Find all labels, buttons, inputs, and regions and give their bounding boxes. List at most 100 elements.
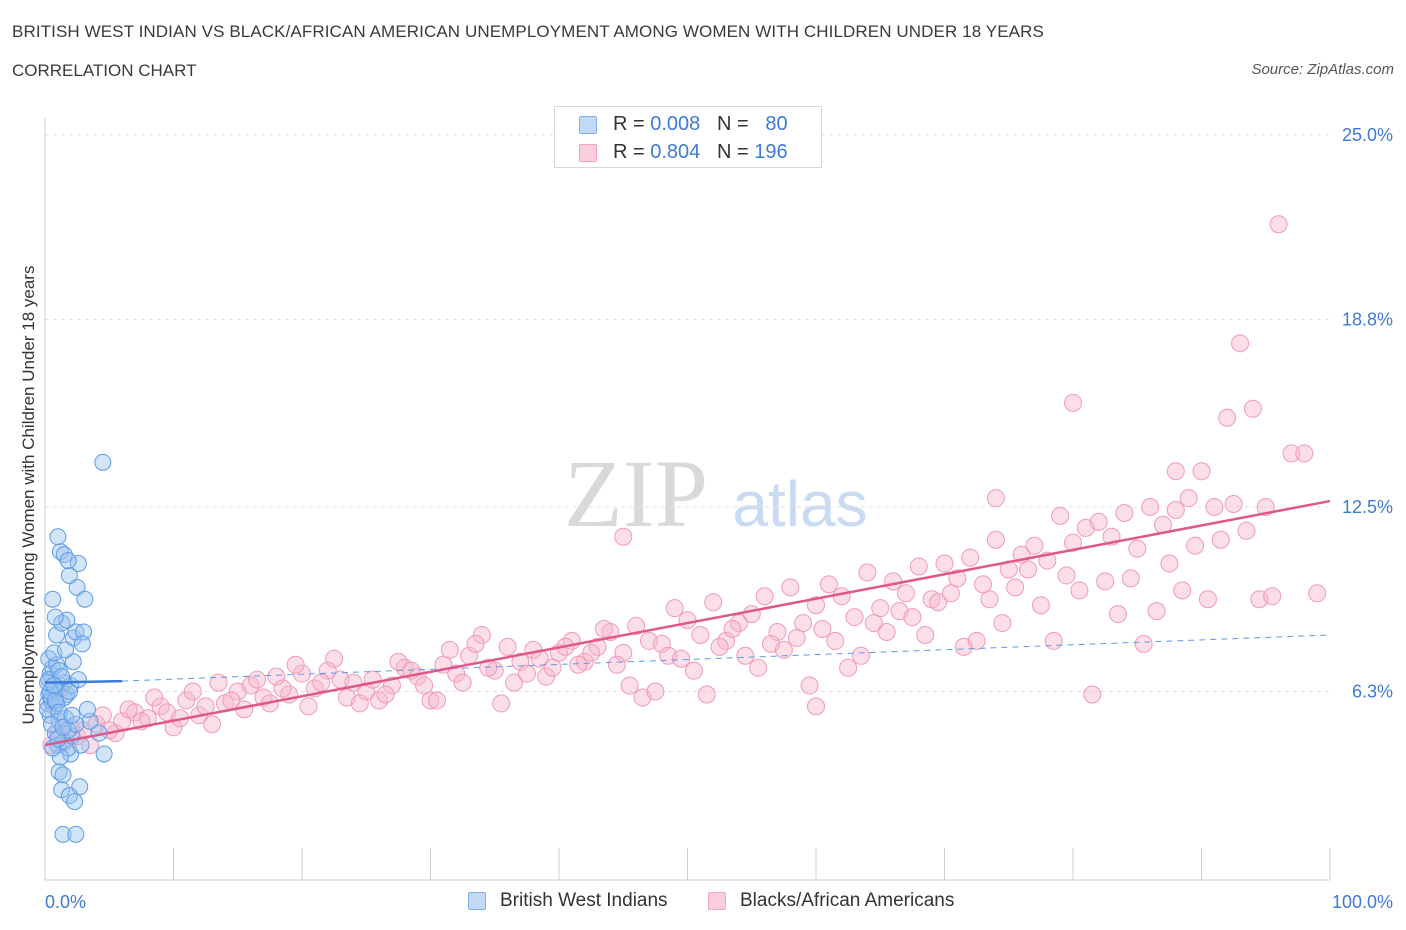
data-point-pink [691, 625, 710, 644]
data-point-pink [819, 575, 838, 594]
data-point-pink [967, 631, 986, 650]
data-point-pink [736, 646, 755, 665]
data-point-pink [665, 599, 684, 618]
data-point-pink [267, 667, 286, 686]
data-point-blue [54, 766, 72, 784]
series-british-west-indians [39, 453, 113, 843]
source-label: Source: ZipAtlas.com [1251, 61, 1394, 78]
data-point-pink [1192, 462, 1211, 481]
data-point-blue [44, 590, 62, 608]
data-point-pink [961, 548, 980, 567]
data-point-pink [537, 667, 556, 686]
x-tick-label: 100.0% [1332, 892, 1393, 912]
data-point-pink [299, 697, 318, 716]
data-point-pink [614, 527, 633, 546]
data-point-blue [69, 671, 87, 689]
data-point-pink [845, 608, 864, 627]
data-point-pink [350, 694, 369, 713]
data-point-pink [1141, 498, 1160, 516]
legend-r-value-blue: 0.008 [650, 113, 701, 135]
data-point-pink [941, 584, 960, 603]
data-point-pink [177, 691, 196, 710]
data-point-blue [49, 528, 67, 546]
data-point-pink [781, 578, 800, 597]
data-point-pink [248, 670, 267, 689]
watermark-atlas: atlas [732, 468, 867, 540]
data-point-blue [59, 552, 77, 570]
data-point-pink [1147, 602, 1166, 621]
data-point-pink [986, 530, 1005, 549]
trend-lines [44, 499, 1331, 747]
data-point-pink [318, 661, 337, 680]
data-point-pink [505, 673, 524, 692]
data-point-pink [1173, 581, 1192, 600]
data-point-blue [53, 614, 71, 632]
data-point-pink [1263, 587, 1282, 606]
data-point-blue [63, 706, 81, 724]
data-point-blue [67, 825, 85, 843]
data-point-pink [993, 614, 1012, 633]
chart-subtitle: CORRELATION CHART [12, 61, 197, 80]
data-point-blue [73, 635, 91, 653]
data-point-pink [851, 646, 870, 665]
data-point-pink [807, 697, 825, 716]
data-point-pink [376, 685, 395, 704]
data-point-pink [839, 658, 858, 677]
data-point-pink [1108, 605, 1127, 624]
data-point-pink [672, 649, 691, 668]
data-point-blue [66, 793, 84, 811]
data-point-pink [511, 652, 530, 671]
data-point-blue [64, 653, 82, 671]
data-point-blue [60, 683, 78, 701]
data-point-blue [57, 641, 75, 659]
tick-labels: 6.3% 12.5% 18.8% 25.0% 0.0% 100.0% [45, 125, 1393, 912]
data-point-pink [312, 673, 331, 692]
data-point-pink [286, 655, 305, 674]
data-point-pink [980, 590, 999, 609]
grid-lines [45, 134, 1330, 693]
legend-r-value-pink: 0.804 [650, 141, 701, 163]
data-point-pink [884, 572, 903, 591]
data-point-pink [1237, 521, 1256, 540]
bottom-legend-label-pink: Blacks/African Americans [740, 890, 955, 911]
data-point-pink [1198, 590, 1217, 609]
data-point-pink [1070, 581, 1089, 600]
data-point-pink [1025, 536, 1044, 555]
data-point-pink [1243, 399, 1262, 418]
data-point-pink [800, 676, 819, 695]
data-point-pink [909, 557, 928, 576]
data-point-pink [164, 718, 183, 737]
y-tick-label: 12.5% [1342, 497, 1393, 517]
axes [44, 118, 1331, 881]
data-point-pink [1057, 566, 1076, 585]
data-point-pink [1269, 215, 1288, 234]
legend-swatch-pink [579, 144, 597, 162]
data-point-pink [974, 575, 993, 594]
data-point-pink [1134, 634, 1153, 653]
data-point-blue [45, 677, 63, 695]
data-point-blue [46, 608, 64, 626]
trend-line-blue-extension [122, 634, 1331, 682]
data-point-pink [1064, 393, 1082, 412]
data-point-pink [710, 637, 729, 656]
data-point-pink [427, 691, 446, 710]
trend-line-blue [44, 679, 123, 684]
data-point-pink [929, 593, 948, 612]
data-point-pink [787, 628, 806, 647]
data-point-pink [1186, 536, 1205, 555]
data-point-pink [652, 634, 671, 653]
data-point-pink [903, 608, 922, 627]
legend-text-blue: R = 0.008 N = 80 [613, 113, 788, 135]
data-point-pink [453, 673, 472, 692]
data-point-pink [440, 640, 459, 659]
data-point-pink [1211, 530, 1230, 549]
trend-line-pink [44, 499, 1331, 747]
data-point-pink [415, 676, 434, 695]
data-point-pink [183, 682, 202, 701]
data-point-pink [1031, 596, 1050, 615]
data-point-blue [54, 825, 72, 843]
data-point-pink [1051, 506, 1070, 525]
data-point-pink [209, 673, 228, 692]
data-point-pink [145, 688, 164, 707]
y-axis-label: Unemployment Among Women with Children U… [19, 265, 38, 725]
